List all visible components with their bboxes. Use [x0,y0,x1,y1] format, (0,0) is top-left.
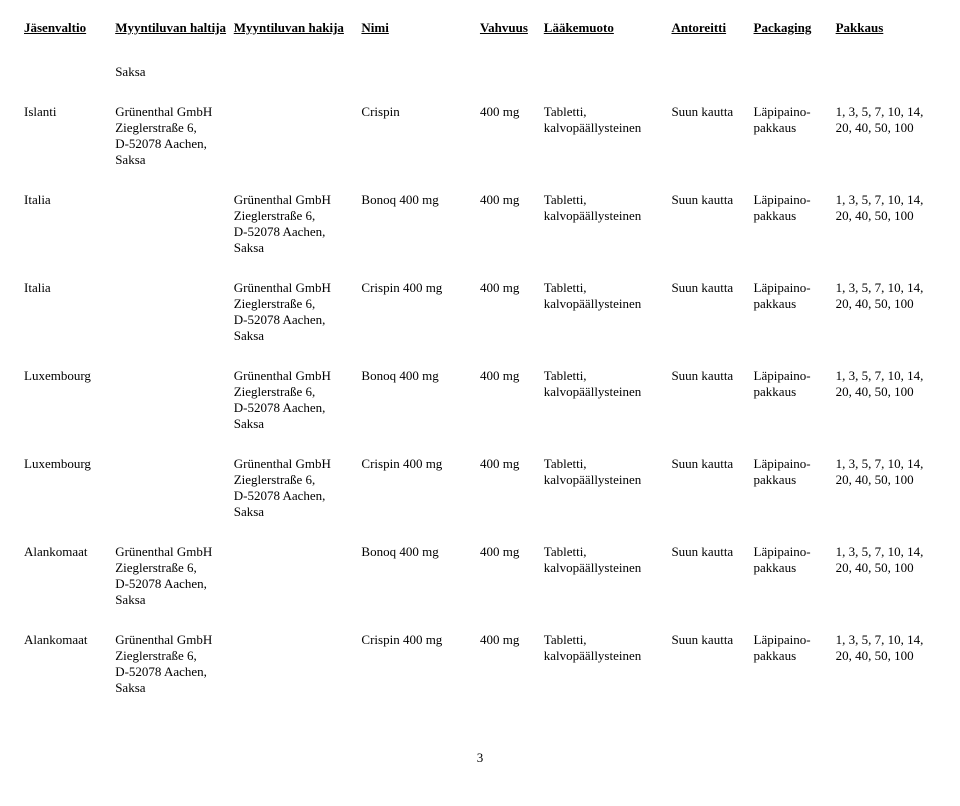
cell-laakemuoto: Tabletti,kalvopäällysteinen [544,456,672,544]
col-vahvuus: Vahvuus [480,20,544,64]
cell-nimi: Bonoq 400 mg [361,192,480,280]
cell-haltija [115,280,234,368]
cell-laakemuoto: Tabletti,kalvopäällysteinen [544,104,672,192]
cell-antoreitti: Suun kautta [671,368,753,456]
table-row: AlankomaatGrünenthal GmbHZieglerstraße 6… [24,632,936,720]
cell-vahvuus: 400 mg [480,280,544,368]
cell-hakija [234,544,362,632]
cell-vahvuus: 400 mg [480,632,544,720]
cell-jasenvaltio: Luxembourg [24,368,115,456]
cell-haltija: Grünenthal GmbHZieglerstraße 6,D-52078 A… [115,104,234,192]
page-number: 3 [24,750,936,766]
cell-packaging: Läpipaino-pakkaus [754,280,836,368]
cell-antoreitti: Suun kautta [671,456,753,544]
cell-pakkaus: 1, 3, 5, 7, 10, 14,20, 40, 50, 100 [836,632,936,720]
cell-jasenvaltio: Islanti [24,104,115,192]
cell-packaging: Läpipaino-pakkaus [754,544,836,632]
table-row: AlankomaatGrünenthal GmbHZieglerstraße 6… [24,544,936,632]
cell-laakemuoto: Tabletti,kalvopäällysteinen [544,280,672,368]
cell-antoreitti: Suun kautta [671,632,753,720]
cell-vahvuus: 400 mg [480,544,544,632]
cell-jasenvaltio: Italia [24,192,115,280]
cell-vahvuus: 400 mg [480,368,544,456]
cell-laakemuoto: Tabletti,kalvopäällysteinen [544,544,672,632]
cell-vahvuus: 400 mg [480,192,544,280]
cell-hakija: Grünenthal GmbHZieglerstraße 6,D-52078 A… [234,368,362,456]
cell-haltija: Grünenthal GmbHZieglerstraße 6,D-52078 A… [115,544,234,632]
cell-laakemuoto: Tabletti,kalvopäällysteinen [544,632,672,720]
col-haltija: Myyntiluvan haltija [115,20,234,64]
table-row: Luxembourg Grünenthal GmbHZieglerstraße 6… [24,456,936,544]
table-header: Jäsenvaltio Myyntiluvan haltija Myyntilu… [24,20,936,64]
table-row: IslantiGrünenthal GmbHZieglerstraße 6,D-… [24,104,936,192]
col-nimi: Nimi [361,20,480,64]
cell-packaging: Läpipaino-pakkaus [754,192,836,280]
cell-antoreitti: Suun kautta [671,544,753,632]
table-body: Saksa IslantiGrünenthal GmbHZieglerstraß… [24,64,936,720]
col-hakija: Myyntiluvan hakija [234,20,362,64]
cell-pakkaus: 1, 3, 5, 7, 10, 14,20, 40, 50, 100 [836,280,936,368]
cell-pakkaus: 1, 3, 5, 7, 10, 14,20, 40, 50, 100 [836,192,936,280]
cell-packaging: Läpipaino-pakkaus [754,368,836,456]
cell-nimi: Crispin 400 mg [361,632,480,720]
cell-jasenvaltio: Luxembourg [24,456,115,544]
cell-nimi: Crispin [361,104,480,192]
cell-packaging: Läpipaino-pakkaus [754,456,836,544]
cell-haltija: Grünenthal GmbHZieglerstraße 6,D-52078 A… [115,632,234,720]
cell-jasenvaltio: Italia [24,280,115,368]
cell-laakemuoto: Tabletti,kalvopäällysteinen [544,192,672,280]
cell-antoreitti: Suun kautta [671,280,753,368]
cell-nimi: Bonoq 400 mg [361,368,480,456]
col-pakkaus: Pakkaus [836,20,936,64]
cell-hakija: Grünenthal GmbHZieglerstraße 6,D-52078 A… [234,280,362,368]
table-row: Italia Grünenthal GmbHZieglerstraße 6,D-5… [24,280,936,368]
cell-nimi: Bonoq 400 mg [361,544,480,632]
table-row: Luxembourg Grünenthal GmbHZieglerstraße 6… [24,368,936,456]
col-jasenvaltio: Jäsenvaltio [24,20,115,64]
cell-pakkaus: 1, 3, 5, 7, 10, 14,20, 40, 50, 100 [836,104,936,192]
table-row-continuation: Saksa [24,64,936,104]
cell-haltija [115,456,234,544]
table-row: Italia Grünenthal GmbHZieglerstraße 6,D-5… [24,192,936,280]
cell-pakkaus: 1, 3, 5, 7, 10, 14,20, 40, 50, 100 [836,456,936,544]
cell-hakija: Grünenthal GmbHZieglerstraße 6,D-52078 A… [234,456,362,544]
cell-haltija [115,368,234,456]
cell-vahvuus: 400 mg [480,456,544,544]
cell-packaging: Läpipaino-pakkaus [754,104,836,192]
cell-pakkaus: 1, 3, 5, 7, 10, 14,20, 40, 50, 100 [836,368,936,456]
cell-hakija [234,104,362,192]
cell-hakija [234,632,362,720]
cell-pakkaus: 1, 3, 5, 7, 10, 14,20, 40, 50, 100 [836,544,936,632]
cell-antoreitti: Suun kautta [671,192,753,280]
col-laakemuoto: Lääkemuoto [544,20,672,64]
col-antoreitti: Antoreitti [671,20,753,64]
cell-vahvuus: 400 mg [480,104,544,192]
cell-jasenvaltio: Alankomaat [24,544,115,632]
cell-haltija-pre: Saksa [115,64,234,104]
data-table: Jäsenvaltio Myyntiluvan haltija Myyntilu… [24,20,936,720]
cell-laakemuoto: Tabletti,kalvopäällysteinen [544,368,672,456]
cell-jasenvaltio: Alankomaat [24,632,115,720]
cell-antoreitti: Suun kautta [671,104,753,192]
cell-hakija: Grünenthal GmbHZieglerstraße 6,D-52078 A… [234,192,362,280]
cell-nimi: Crispin 400 mg [361,280,480,368]
cell-packaging: Läpipaino-pakkaus [754,632,836,720]
cell-haltija [115,192,234,280]
cell-nimi: Crispin 400 mg [361,456,480,544]
col-packaging: Packaging [754,20,836,64]
